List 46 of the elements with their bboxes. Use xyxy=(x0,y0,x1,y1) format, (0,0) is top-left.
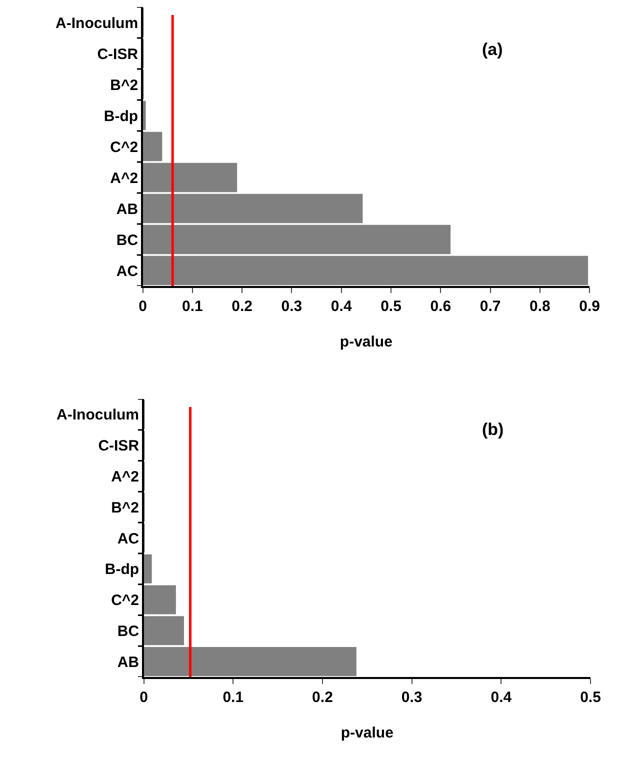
x-tick-label: 0.3 xyxy=(401,688,422,706)
x-axis-title: p-value xyxy=(340,724,394,742)
bar xyxy=(142,194,363,224)
bar xyxy=(142,132,162,162)
bar xyxy=(142,100,146,130)
x-tick-label: 0.8 xyxy=(529,298,550,315)
y-tick-label: A^2 xyxy=(110,170,138,187)
y-tick-label: C-ISR xyxy=(97,46,138,63)
y-tick-label: BC xyxy=(117,622,140,640)
bar xyxy=(142,256,588,286)
y-tick-label: A-Inoculum xyxy=(56,14,138,32)
x-tick-label: 0 xyxy=(140,688,148,706)
annotation: (a) xyxy=(482,40,503,59)
annotation: (b) xyxy=(482,420,504,439)
y-tick-label: AC xyxy=(116,262,138,280)
y-tick-label: B^2 xyxy=(110,76,138,94)
x-tick-label: 0.6 xyxy=(430,298,452,315)
y-tick-label: C^2 xyxy=(111,592,140,610)
x-tick-label: 0.5 xyxy=(380,298,402,315)
bar xyxy=(144,647,356,676)
y-tick-label: C-ISR xyxy=(98,438,140,455)
x-tick-label: 0.2 xyxy=(312,688,333,706)
y-tick-label: AB xyxy=(116,200,138,218)
y-tick-label: A^2 xyxy=(111,468,140,486)
x-tick-label: 0.1 xyxy=(222,688,244,706)
y-tick-label: B-dp xyxy=(104,561,140,578)
x-tick-label: 0.1 xyxy=(182,298,203,315)
y-tick-label: C^2 xyxy=(110,138,138,156)
x-tick-label: 0.4 xyxy=(490,688,512,706)
x-tick-label: 0.4 xyxy=(330,298,352,315)
bar xyxy=(142,162,238,192)
x-tick-label: 0.3 xyxy=(281,298,302,315)
x-tick-label: 0 xyxy=(138,298,147,315)
x-axis-title: p-value xyxy=(340,333,392,350)
y-tick-label: AC xyxy=(117,530,140,548)
x-tick-label: 0.2 xyxy=(232,298,253,315)
bar xyxy=(142,224,451,254)
y-tick-label: A-Inoculum xyxy=(56,406,140,424)
x-tick-label: 0.5 xyxy=(580,688,601,706)
y-tick-label: B^2 xyxy=(111,499,140,516)
y-tick-label: BC xyxy=(116,232,138,249)
x-tick-label: 0.9 xyxy=(579,298,600,315)
bar xyxy=(144,554,152,584)
x-tick-label: 0.7 xyxy=(480,298,501,315)
y-tick-label: B-dp xyxy=(104,108,138,125)
y-tick-label: AB xyxy=(117,654,140,671)
